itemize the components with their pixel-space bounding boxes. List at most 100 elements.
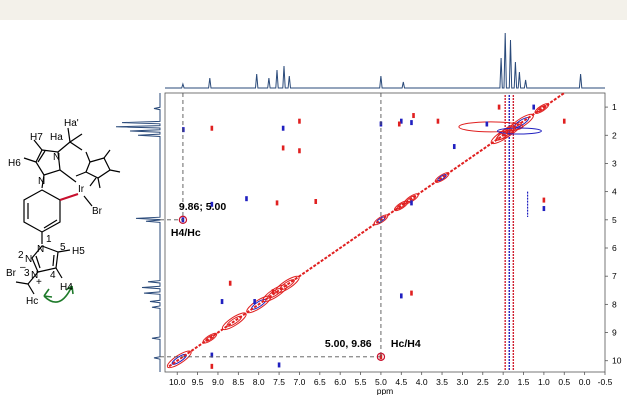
label-n2-num: 2 xyxy=(18,250,24,261)
bond-h5 xyxy=(57,249,71,253)
label-h4: H4 xyxy=(60,282,73,293)
phenylene-ring xyxy=(23,189,61,233)
top-projection-spectrum xyxy=(165,32,605,89)
nmr-2d-plot: 10.0 9.5 9.0 8.5 8.0 7.5 7.0 6.5 6.0 5.5 5.0 4.5 4.0… xyxy=(115,32,622,395)
noe-arrow xyxy=(43,285,73,303)
cp-methyl-4 xyxy=(97,177,101,189)
y-tick-label: 2 xyxy=(612,130,617,140)
cross-peak xyxy=(228,280,232,286)
bond-h4 xyxy=(55,267,63,279)
x-tick-label: 0.5 xyxy=(558,377,570,387)
label-ha: Ha xyxy=(50,132,63,143)
x-tick-label: -0.5 xyxy=(598,377,613,387)
x-tick-label: 6.0 xyxy=(334,377,346,387)
x-tick-label: 1.5 xyxy=(518,377,530,387)
cross-peak xyxy=(271,289,275,295)
noe-arrow-head-right xyxy=(65,285,74,295)
y-tick-label: 4 xyxy=(612,187,617,197)
molecule-structure xyxy=(15,127,121,303)
cross-peak xyxy=(436,118,440,124)
label-plus: + xyxy=(36,277,42,288)
bond-ipr-2 xyxy=(27,283,35,295)
cross-peak xyxy=(210,125,214,131)
cross-peak xyxy=(410,200,413,206)
bond-ipr-1 xyxy=(15,281,29,285)
left-projection-spectrum xyxy=(115,93,161,372)
bond-n-phenyl xyxy=(41,174,45,189)
label-ir: Ir xyxy=(78,184,85,195)
top-band xyxy=(0,0,627,20)
cp-star-ring xyxy=(85,157,111,179)
cross-peak xyxy=(397,121,401,127)
label-hc: Hc xyxy=(26,296,38,307)
x-tick-label: 7.0 xyxy=(294,377,306,387)
x-axis: 10.0 9.5 9.0 8.5 8.0 7.5 7.0 6.5 6.0 5.5 5.0 4.5 4.0… xyxy=(169,372,613,395)
cross-peak xyxy=(410,290,413,296)
x-tick-label: 8.5 xyxy=(232,377,244,387)
x-tick-label: 9.0 xyxy=(212,377,224,387)
label-h6: H6 xyxy=(8,158,21,169)
cross-peak xyxy=(542,197,546,203)
bond-ir-cp xyxy=(89,177,97,187)
bond-tbu-2 xyxy=(69,141,83,151)
pyrazolium-double-1 xyxy=(52,254,55,267)
y-tick-label: 5 xyxy=(612,215,617,225)
bond-ir-c xyxy=(59,193,79,201)
label-br-ir: Br xyxy=(92,206,103,217)
cross-peak xyxy=(314,199,318,204)
x-tick-label: 3.5 xyxy=(436,377,448,387)
cp-methyl-5 xyxy=(75,171,87,177)
diagonal-peak xyxy=(458,121,542,135)
cross-peak xyxy=(532,104,536,110)
cross-peak xyxy=(210,363,214,369)
peak-annotation: 9.86; 5.00 H4/Hc xyxy=(160,93,226,239)
diagonal-ridge-line xyxy=(168,92,565,368)
annotations: 9.86; 5.00 H4/Hc 5.00, 9.86 Hc/H4 xyxy=(160,93,421,361)
peak-layer xyxy=(166,95,566,370)
y-tick-label: 10 xyxy=(612,356,622,366)
plot-frame xyxy=(164,92,606,373)
cross-peak xyxy=(298,148,301,154)
cross-peak xyxy=(220,299,224,305)
x-axis-unit: ppm xyxy=(377,386,394,395)
bond-h7 xyxy=(33,139,43,151)
x-tick-label: 4.0 xyxy=(416,377,428,387)
x-tick-label: 0.0 xyxy=(579,377,591,387)
y-tick-label: 9 xyxy=(612,328,617,338)
bond-h6 xyxy=(23,157,37,163)
cross-peak xyxy=(410,120,413,126)
annotation-label: 9.86; 5.00 xyxy=(179,201,226,213)
pyrazolium-ring xyxy=(31,245,59,273)
x-tick-label: 7.5 xyxy=(273,377,285,387)
cp-methyl-2 xyxy=(103,149,111,159)
cross-peak xyxy=(452,144,456,150)
cross-peak xyxy=(542,206,546,212)
label-n1: N xyxy=(37,244,44,255)
label-br-minus: Br xyxy=(6,268,17,279)
cross-peak xyxy=(210,201,214,207)
x-tick-label: 2.0 xyxy=(497,377,509,387)
label-c4-num: 4 xyxy=(50,270,56,281)
ring-double-bond xyxy=(37,150,46,163)
x-tick-label: 5.0 xyxy=(375,377,387,387)
cross-peak xyxy=(277,362,281,368)
bond-carbene-ir xyxy=(59,169,77,183)
x-tick-label: 6.5 xyxy=(314,377,326,387)
label-n3-num: 3 xyxy=(24,268,30,279)
label-n3: N xyxy=(31,270,38,281)
bond-n-tbu xyxy=(57,141,71,153)
cross-peak xyxy=(245,196,248,202)
annotation-marker xyxy=(376,352,386,361)
imidazolylidene-ring xyxy=(35,149,61,176)
noe-arrow-head-left xyxy=(43,288,53,298)
label-n-top: N xyxy=(53,152,60,163)
label-h5: H5 xyxy=(72,246,85,257)
cross-peak xyxy=(275,200,279,206)
y-tick-label: 7 xyxy=(612,271,617,281)
cross-peak xyxy=(210,352,214,358)
label-n1-num: 1 xyxy=(46,234,52,245)
y-axis: 1 2 3 4 5 6 7 8 9 10 xyxy=(605,102,622,366)
cross-peak xyxy=(399,118,403,124)
pyrazolium-double-2 xyxy=(35,255,41,269)
